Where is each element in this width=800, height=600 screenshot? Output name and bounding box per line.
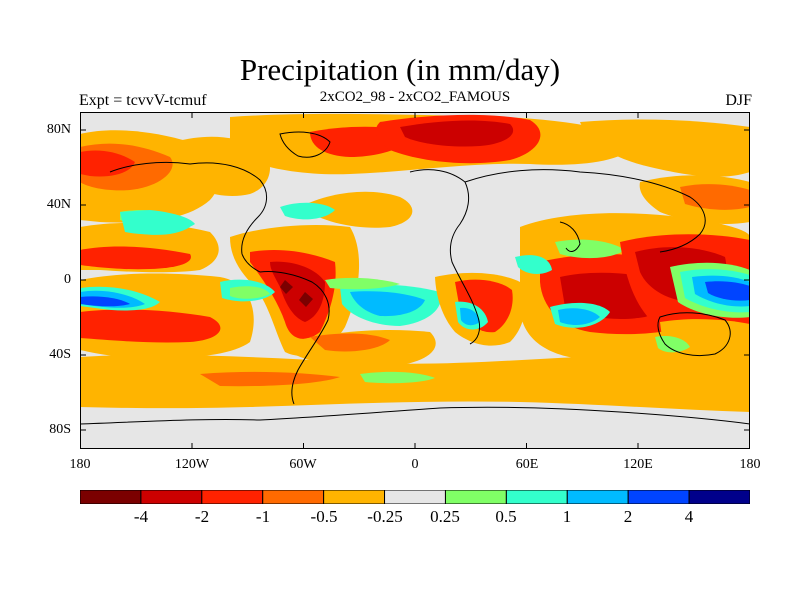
colorbar-swatch: [201, 490, 264, 504]
colorbar-swatch: [505, 490, 568, 504]
australia-green: [655, 336, 690, 353]
coast-india: [559, 221, 581, 252]
coast-europe-africa: [409, 169, 481, 345]
colorbar-swatch: [323, 490, 386, 504]
coast-south-america: [259, 271, 330, 405]
nh-pacific-red: [80, 150, 135, 177]
siberia-orange: [580, 119, 750, 177]
atlantic-orange: [300, 191, 413, 228]
plot-title: Precipitation (in mm/day): [239, 52, 561, 87]
colorbar-label: -1: [255, 507, 271, 526]
colorbar-swatch: [140, 490, 203, 504]
colorbar-label: -2: [194, 507, 210, 526]
arabia-cyan: [515, 255, 552, 274]
colorbar-swatch: [444, 490, 507, 504]
indian-blue: [558, 308, 600, 325]
precip-field-layer: [80, 112, 750, 449]
coast-asia: [464, 169, 706, 253]
lon-label-180e: 180: [739, 457, 761, 472]
africa-blue: [460, 307, 480, 326]
lon-label-60w: 60W: [289, 457, 317, 472]
lon-label-120w: 120W: [174, 457, 210, 472]
gulf-cyan: [120, 210, 195, 235]
map-frame-ticks: [80, 112, 750, 449]
lat-label-40n: 40N: [46, 197, 71, 212]
colorbar-swatch: [627, 490, 690, 504]
colorbar-swatch: [384, 490, 446, 504]
colorbar-swatch: [688, 490, 750, 504]
coast-antarctica: [80, 406, 750, 425]
colorbar-swatch: [262, 490, 325, 504]
plot-subtitle: 2xCO2_98 - 2xCO2_FAMOUS: [319, 89, 511, 105]
colorbar-label: -4: [133, 507, 149, 526]
colorbar-label: 0.25: [430, 507, 460, 526]
lat-label-80n: 80N: [46, 122, 71, 137]
coastlines: [80, 131, 750, 425]
lat-label-80s: 80S: [49, 422, 71, 437]
colorbar-label: -0.5: [310, 507, 338, 526]
colorbar-swatch: [566, 490, 629, 504]
colorbar: [80, 490, 750, 504]
lon-label-180w: 180: [69, 457, 91, 472]
precipitation-map: [80, 112, 750, 449]
colorbar-label: 2: [623, 507, 633, 526]
colorbar-label: 1: [562, 507, 572, 526]
season-label: DJF: [725, 92, 752, 109]
lat-label-eq: 0: [64, 272, 71, 287]
americas-dark: [270, 261, 325, 322]
east-pac-green: [230, 286, 270, 299]
sh-atl-red: [310, 333, 390, 352]
indian-green: [555, 239, 625, 259]
colorbar-swatch: [80, 490, 142, 504]
coast-australia: [657, 312, 731, 357]
atl-green: [325, 277, 400, 290]
us-cyan: [280, 202, 335, 220]
trop-pac-red: [80, 246, 191, 270]
so-ocean-red: [200, 371, 340, 387]
lon-label-60e: 60E: [515, 457, 539, 472]
sh-pac-red: [80, 309, 221, 343]
eurasia-dark: [400, 120, 514, 147]
so-ocean-orange: [80, 354, 750, 412]
experiment-label: Expt = tcvvV-tcmuf: [79, 92, 207, 109]
atl-blue: [350, 291, 425, 317]
so-ocean-green: [360, 371, 435, 384]
coast-north-america: [109, 161, 267, 273]
colorbar-label: 0.5: [495, 507, 517, 526]
lon-label-120e: 120E: [623, 457, 653, 472]
lon-label-0: 0: [411, 457, 419, 472]
wpac-dark-blue: [705, 281, 750, 301]
amazon-deep: [280, 280, 313, 307]
lat-label-40s: 40S: [49, 347, 71, 362]
coast-greenland: [279, 131, 331, 158]
colorbar-label: -0.25: [367, 507, 403, 526]
colorbar-label: 4: [684, 507, 694, 526]
sh-pac-dark-blue: [80, 296, 130, 307]
